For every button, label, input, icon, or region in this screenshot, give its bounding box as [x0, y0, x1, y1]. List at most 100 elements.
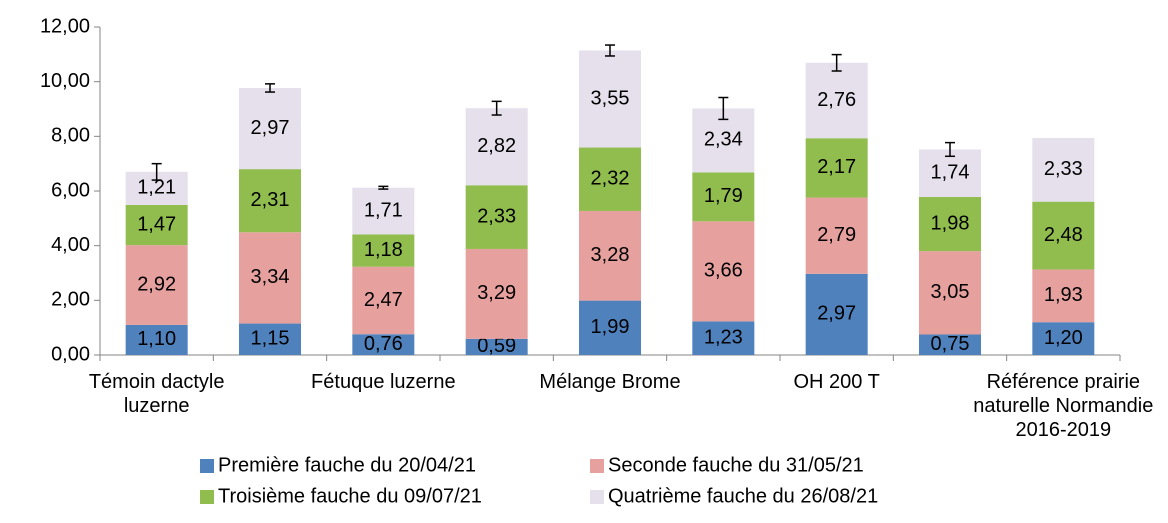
y-tick-label: 10,00	[40, 70, 90, 92]
data-label: 2,92	[137, 273, 176, 295]
data-label: 2,32	[591, 168, 630, 190]
data-label: 3,29	[477, 282, 516, 304]
error-bar	[265, 83, 275, 93]
bar-segment	[692, 321, 755, 355]
data-label: 2,47	[364, 289, 403, 311]
bar-segment	[805, 62, 868, 139]
bar-segment	[579, 300, 641, 355]
bar-segment	[805, 138, 868, 198]
bar-segment	[919, 334, 981, 355]
data-label: 1,10	[137, 328, 176, 350]
legend-label: Quatrième fauche du 26/08/21	[608, 485, 878, 507]
error-bar	[151, 162, 162, 181]
data-label: 1,20	[1044, 327, 1083, 349]
bar-segment	[1032, 322, 1095, 355]
legend-label: Seconde fauche du 31/05/21	[608, 454, 864, 476]
data-label: 1,23	[704, 326, 743, 348]
data-label: 2,33	[477, 205, 516, 227]
bar-segment	[352, 234, 415, 267]
bar-segment	[239, 232, 301, 324]
bar-segment	[239, 169, 301, 233]
bar-segment	[919, 251, 981, 335]
data-label: 1,99	[591, 316, 630, 338]
legend-swatch	[590, 490, 604, 504]
data-label: 2,48	[1044, 224, 1083, 246]
bar-segment	[352, 334, 415, 355]
bar-segment	[579, 147, 641, 211]
bar-segment	[805, 197, 868, 274]
data-label: 0,75	[931, 333, 970, 355]
data-label: 3,05	[931, 281, 970, 303]
bar-segment	[465, 108, 528, 186]
bar-segment	[125, 245, 188, 325]
y-tick-label: 4,00	[51, 234, 90, 256]
bar-segment	[1032, 137, 1095, 202]
y-tick-label: 12,00	[40, 15, 90, 37]
data-label: 3,34	[251, 266, 290, 288]
data-label: 2,82	[477, 135, 516, 157]
data-label: 2,97	[817, 303, 856, 325]
bar-segment	[692, 221, 755, 322]
error-bar	[718, 96, 729, 121]
bar-segment	[1032, 201, 1095, 270]
legend-label: Première fauche du 20/04/21	[218, 454, 476, 476]
data-label: 1,21	[137, 177, 176, 199]
bar-segment	[692, 172, 755, 222]
data-label: 1,98	[931, 212, 970, 234]
data-label: 2,17	[817, 156, 856, 178]
data-label: 3,55	[591, 87, 630, 109]
error-bar	[605, 44, 615, 57]
y-tick-label: 6,00	[51, 179, 90, 201]
data-label: 2,79	[817, 224, 856, 246]
data-label: 0,76	[364, 333, 403, 355]
legend-label: Troisième fauche du 09/07/21	[218, 485, 482, 507]
data-label: 2,97	[251, 117, 290, 139]
bar-segment	[352, 266, 415, 335]
data-label: 1,71	[364, 199, 403, 221]
bar-segment	[125, 204, 188, 246]
data-label: 1,18	[364, 239, 403, 261]
data-label: 3,66	[704, 260, 743, 282]
data-label: 2,31	[251, 189, 290, 211]
bar-segment	[579, 50, 641, 148]
data-label: 0,59	[477, 335, 516, 357]
x-tick-label: Référence prairie naturelle Normandie 20…	[973, 371, 1154, 441]
error-bar	[945, 141, 955, 158]
error-bar	[491, 100, 502, 116]
bar-segment	[239, 323, 301, 355]
data-label: 1,74	[931, 162, 970, 184]
x-tick-label: OH 200 T	[793, 371, 880, 393]
data-label: 1,47	[137, 213, 176, 235]
data-label: 2,76	[817, 89, 856, 111]
bar-segment	[352, 187, 415, 235]
bar-segment	[465, 185, 528, 249]
bar-segment	[1032, 269, 1095, 323]
error-bar	[378, 185, 389, 190]
bar-segment	[919, 197, 981, 252]
bar-segment	[465, 248, 528, 339]
y-tick-label: 8,00	[51, 125, 90, 147]
x-tick-label: Fétuque luzerne	[311, 371, 456, 393]
data-label: 1,93	[1044, 284, 1083, 306]
y-tick-label: 2,00	[51, 289, 90, 311]
bar-segment	[239, 87, 301, 170]
bar-segment	[805, 273, 868, 355]
data-label: 2,33	[1044, 158, 1083, 180]
x-tick-label: Mélange Brome	[539, 371, 681, 393]
data-label: 1,79	[704, 185, 743, 207]
bar-segment	[465, 338, 528, 355]
data-label: 1,15	[251, 328, 290, 350]
x-tick-label: Témoin dactyle luzerne	[88, 371, 225, 417]
y-tick-label: 0,00	[51, 343, 90, 365]
legend-swatch	[590, 459, 604, 473]
legend-swatch	[200, 459, 214, 473]
bar-segment	[125, 324, 188, 355]
error-bar	[831, 53, 842, 72]
data-label: 3,28	[591, 244, 630, 266]
bar-segment	[919, 149, 981, 198]
bar-segment	[579, 210, 641, 301]
legend-swatch	[200, 490, 214, 504]
data-label: 2,34	[704, 129, 743, 151]
